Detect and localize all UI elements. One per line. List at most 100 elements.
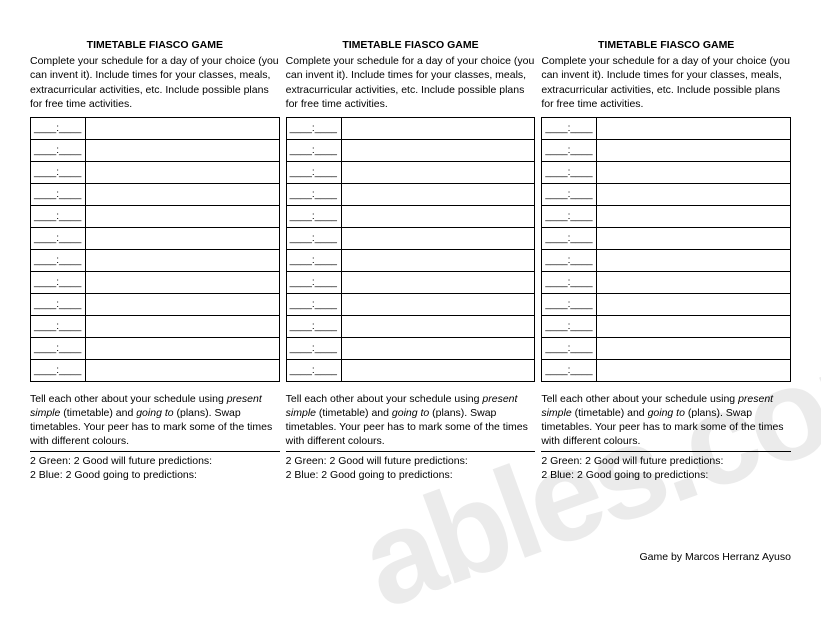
table-row: ____:____ <box>542 359 791 381</box>
activity-cell[interactable] <box>341 315 535 337</box>
table-row: ____:____ <box>286 315 535 337</box>
activity-cell[interactable] <box>597 183 791 205</box>
time-cell[interactable]: ____:____ <box>286 161 341 183</box>
time-cell[interactable]: ____:____ <box>286 271 341 293</box>
time-cell[interactable]: ____:____ <box>542 183 597 205</box>
time-cell[interactable]: ____:____ <box>286 359 341 381</box>
time-cell[interactable]: ____:____ <box>31 183 86 205</box>
time-cell[interactable]: ____:____ <box>286 183 341 205</box>
credit-line: Game by Marcos Herranz Ayuso <box>639 551 791 563</box>
table-row: ____:____ <box>542 161 791 183</box>
table-row: ____:____ <box>31 249 280 271</box>
activity-cell[interactable] <box>341 183 535 205</box>
time-cell[interactable]: ____:____ <box>542 359 597 381</box>
table-row: ____:____ <box>542 183 791 205</box>
activity-cell[interactable] <box>341 161 535 183</box>
activity-cell[interactable] <box>86 315 280 337</box>
activity-cell[interactable] <box>86 205 280 227</box>
table-row: ____:____ <box>542 249 791 271</box>
time-cell[interactable]: ____:____ <box>286 139 341 161</box>
time-cell[interactable]: ____:____ <box>542 271 597 293</box>
activity-cell[interactable] <box>597 315 791 337</box>
table-row: ____:____ <box>286 271 535 293</box>
txt-italic: going to <box>648 407 685 419</box>
activity-cell[interactable] <box>341 271 535 293</box>
activity-cell[interactable] <box>341 249 535 271</box>
activity-cell[interactable] <box>597 205 791 227</box>
activity-cell[interactable] <box>597 249 791 271</box>
time-cell[interactable]: ____:____ <box>31 161 86 183</box>
table-row: ____:____ <box>286 249 535 271</box>
activity-cell[interactable] <box>597 227 791 249</box>
activity-cell[interactable] <box>597 271 791 293</box>
time-cell[interactable]: ____:____ <box>31 117 86 139</box>
bottom-instructions: Tell each other about your schedule usin… <box>541 392 791 482</box>
green-line: 2 Green: 2 Good will future predictions: <box>30 454 280 468</box>
activity-cell[interactable] <box>86 293 280 315</box>
time-cell[interactable]: ____:____ <box>542 293 597 315</box>
activity-cell[interactable] <box>597 139 791 161</box>
activity-cell[interactable] <box>597 117 791 139</box>
timetable: ____:____ ____:____ ____:____ ____:____ … <box>30 117 280 382</box>
table-row: ____:____ <box>31 359 280 381</box>
time-cell[interactable]: ____:____ <box>31 337 86 359</box>
table-row: ____:____ <box>542 315 791 337</box>
time-cell[interactable]: ____:____ <box>542 315 597 337</box>
activity-cell[interactable] <box>86 271 280 293</box>
time-cell[interactable]: ____:____ <box>542 337 597 359</box>
table-row: ____:____ <box>31 183 280 205</box>
activity-cell[interactable] <box>86 161 280 183</box>
activity-cell[interactable] <box>86 183 280 205</box>
title: TIMETABLE FIASCO GAME <box>541 38 791 52</box>
table-row: ____:____ <box>31 227 280 249</box>
activity-cell[interactable] <box>86 227 280 249</box>
time-cell[interactable]: ____:____ <box>286 315 341 337</box>
time-cell[interactable]: ____:____ <box>31 249 86 271</box>
time-cell[interactable]: ____:____ <box>286 293 341 315</box>
activity-cell[interactable] <box>341 359 535 381</box>
activity-cell[interactable] <box>86 139 280 161</box>
time-cell[interactable]: ____:____ <box>31 139 86 161</box>
time-cell[interactable]: ____:____ <box>542 205 597 227</box>
activity-cell[interactable] <box>597 161 791 183</box>
activity-cell[interactable] <box>597 293 791 315</box>
time-cell[interactable]: ____:____ <box>286 205 341 227</box>
activity-cell[interactable] <box>341 337 535 359</box>
table-row: ____:____ <box>31 205 280 227</box>
activity-cell[interactable] <box>341 205 535 227</box>
table-row: ____:____ <box>31 117 280 139</box>
blue-line: 2 Blue: 2 Good going to predictions: <box>30 468 280 482</box>
time-cell[interactable]: ____:____ <box>31 359 86 381</box>
time-cell[interactable]: ____:____ <box>286 337 341 359</box>
time-cell[interactable]: ____:____ <box>542 249 597 271</box>
table-row: ____:____ <box>31 139 280 161</box>
title: TIMETABLE FIASCO GAME <box>30 38 280 52</box>
time-cell[interactable]: ____:____ <box>31 271 86 293</box>
table-row: ____:____ <box>31 161 280 183</box>
time-cell[interactable]: ____:____ <box>286 227 341 249</box>
activity-cell[interactable] <box>86 337 280 359</box>
time-cell[interactable]: ____:____ <box>542 117 597 139</box>
time-cell[interactable]: ____:____ <box>31 205 86 227</box>
table-row: ____:____ <box>542 205 791 227</box>
activity-cell[interactable] <box>86 359 280 381</box>
time-cell[interactable]: ____:____ <box>542 161 597 183</box>
txt-italic: going to <box>136 407 173 419</box>
activity-cell[interactable] <box>86 249 280 271</box>
activity-cell[interactable] <box>341 117 535 139</box>
activity-cell[interactable] <box>341 293 535 315</box>
time-cell[interactable]: ____:____ <box>31 293 86 315</box>
time-cell[interactable]: ____:____ <box>31 227 86 249</box>
time-cell[interactable]: ____:____ <box>286 117 341 139</box>
time-cell[interactable]: ____:____ <box>542 227 597 249</box>
activity-cell[interactable] <box>341 227 535 249</box>
activity-cell[interactable] <box>597 359 791 381</box>
activity-cell[interactable] <box>597 337 791 359</box>
time-cell[interactable]: ____:____ <box>286 249 341 271</box>
table-row: ____:____ <box>286 205 535 227</box>
activity-cell[interactable] <box>341 139 535 161</box>
blue-line: 2 Blue: 2 Good going to predictions: <box>541 468 791 482</box>
time-cell[interactable]: ____:____ <box>542 139 597 161</box>
time-cell[interactable]: ____:____ <box>31 315 86 337</box>
activity-cell[interactable] <box>86 117 280 139</box>
